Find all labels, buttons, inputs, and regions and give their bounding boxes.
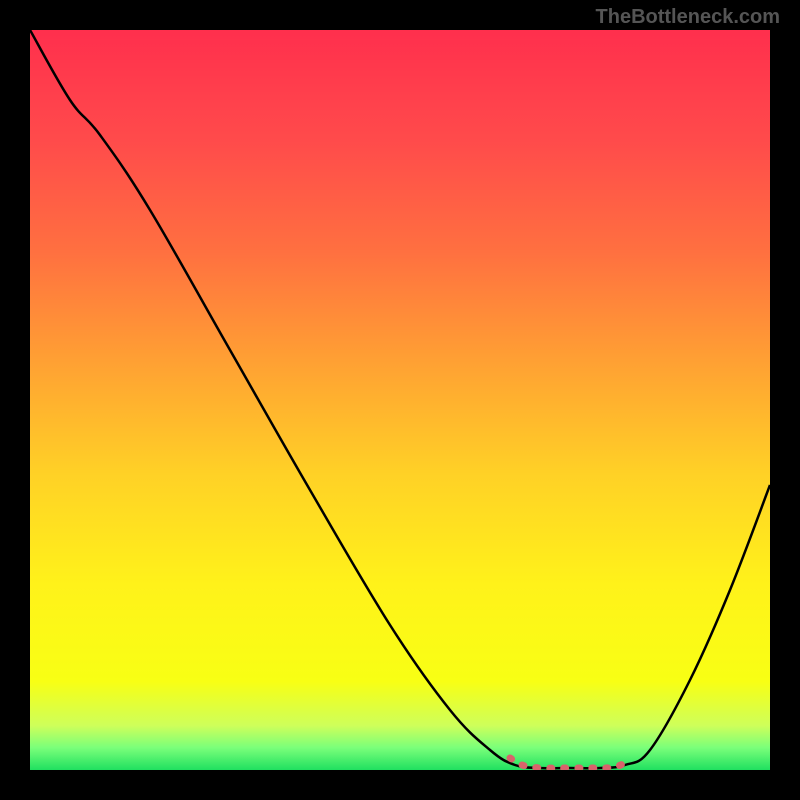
bottleneck-curve: [30, 30, 770, 768]
curve-layer: [30, 30, 770, 770]
watermark-text: TheBottleneck.com: [596, 6, 780, 29]
bottleneck-chart: [30, 30, 770, 770]
